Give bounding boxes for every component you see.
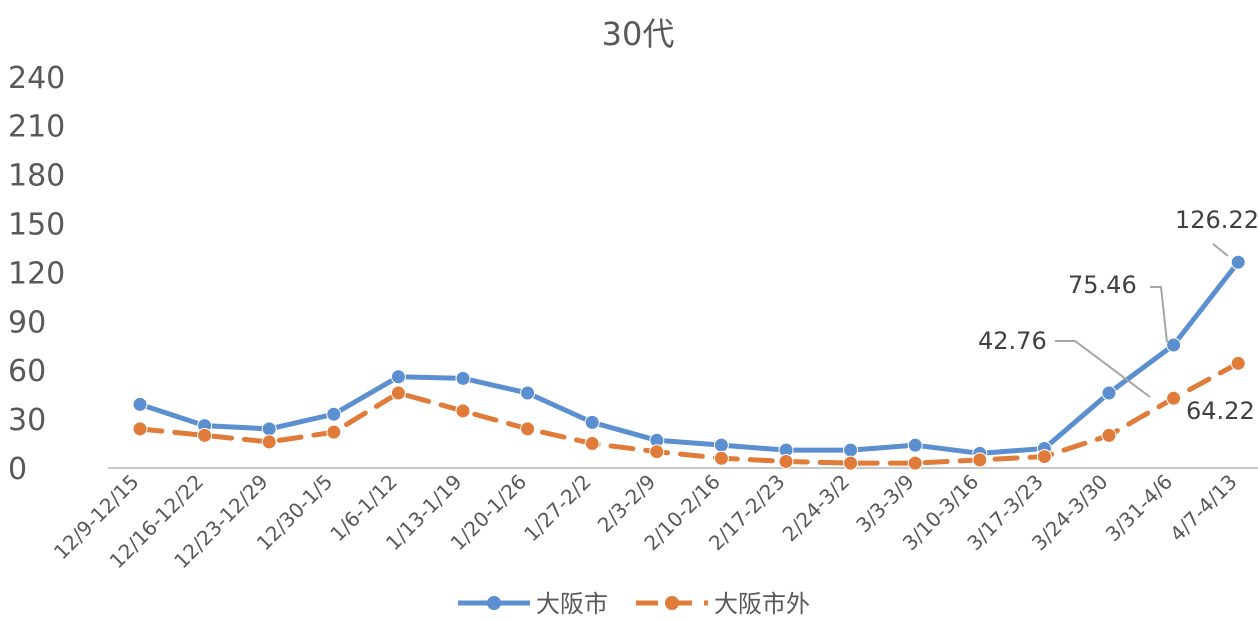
data-point <box>1230 355 1246 371</box>
x-tick-label: 3/31-4/6 <box>1101 470 1178 547</box>
data-point <box>326 406 342 422</box>
data-label: 75.46 <box>1068 271 1137 299</box>
data-point <box>326 424 342 440</box>
data-point <box>1101 427 1117 443</box>
data-point <box>649 444 665 460</box>
y-tick-label: 150 <box>8 208 65 243</box>
y-axis: 0 30 60 90 120 150 180 210 240 <box>8 61 65 487</box>
y-tick-label: 180 <box>8 159 65 194</box>
series-line-1 <box>137 360 1241 466</box>
data-label: 42.76 <box>978 327 1047 355</box>
data-point <box>1166 390 1182 406</box>
data-point <box>261 434 277 450</box>
data-point <box>1101 385 1117 401</box>
legend-marker-1 <box>665 596 679 610</box>
y-tick-label: 30 <box>8 403 46 438</box>
data-point <box>390 385 406 401</box>
data-point <box>455 403 471 419</box>
legend-marker-0 <box>487 596 501 610</box>
data-labels: 126.22 75.46 42.76 64.22 <box>978 206 1258 425</box>
data-point <box>713 437 729 453</box>
data-point <box>132 396 148 412</box>
y-tick-label: 240 <box>8 61 65 96</box>
data-point <box>261 421 277 437</box>
data-point <box>584 436 600 452</box>
data-point <box>843 442 859 458</box>
data-point <box>520 385 536 401</box>
data-point <box>907 455 923 471</box>
data-point <box>520 421 536 437</box>
legend-label-1: 大阪市外 <box>714 590 810 618</box>
data-label-leader <box>1055 340 1151 398</box>
data-point <box>1166 337 1182 353</box>
data-point <box>778 453 794 469</box>
legend: 大阪市 大阪市外 <box>458 590 810 618</box>
x-axis: 12/9-12/1512/16-12/2212/23-12/2912/30-1/… <box>49 467 1258 573</box>
data-point <box>132 421 148 437</box>
data-label: 64.22 <box>1186 397 1255 425</box>
x-tick-label: 2/24-3/2 <box>778 470 855 547</box>
y-tick-label: 60 <box>8 354 46 389</box>
data-label-leader <box>1212 243 1229 257</box>
y-tick-label: 0 <box>8 452 27 487</box>
data-label: 126.22 <box>1175 206 1258 234</box>
y-tick-label: 210 <box>8 110 65 145</box>
data-point <box>390 369 406 385</box>
data-point <box>972 452 988 468</box>
legend-label-0: 大阪市 <box>536 590 608 618</box>
data-point <box>1036 449 1052 465</box>
series-line-0 <box>137 259 1241 456</box>
data-label-leader <box>1150 286 1168 343</box>
data-point <box>713 450 729 466</box>
data-point <box>197 427 213 443</box>
chart-title: 30代 <box>602 15 675 53</box>
y-tick-label: 90 <box>8 305 46 340</box>
data-point <box>1230 254 1246 270</box>
data-point <box>455 370 471 386</box>
x-tick-label: 1/27-2/2 <box>519 470 596 547</box>
y-tick-label: 120 <box>8 256 65 291</box>
data-point <box>907 437 923 453</box>
plot-area <box>132 254 1246 471</box>
data-point <box>584 414 600 430</box>
data-point <box>843 455 859 471</box>
x-tick-label: 4/7-4/13 <box>1165 470 1242 547</box>
